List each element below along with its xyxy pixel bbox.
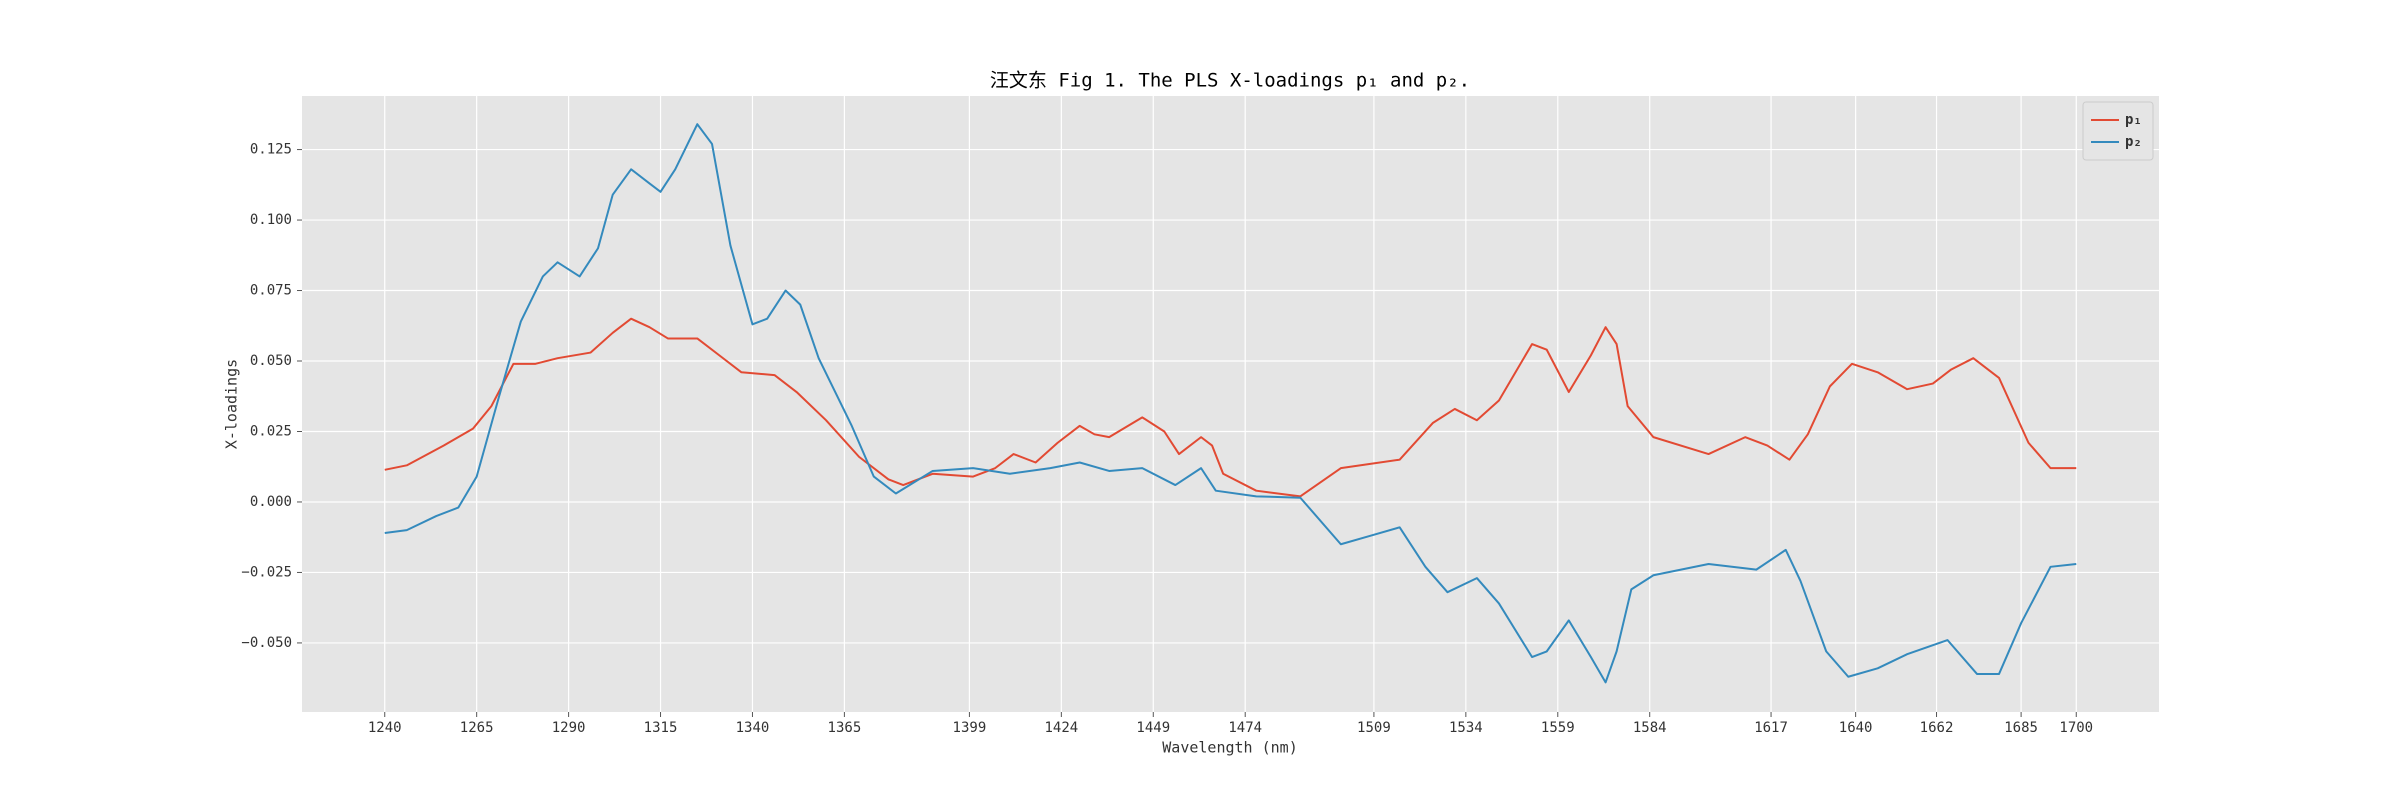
y-tick-label: 0.125 bbox=[250, 142, 292, 158]
y-tick-label: 0.025 bbox=[250, 423, 292, 439]
y-tick-label: 0.050 bbox=[250, 353, 292, 369]
y-tick-label: 0.075 bbox=[250, 283, 292, 299]
x-tick-label: 1365 bbox=[828, 720, 862, 736]
x-tick-label: 1340 bbox=[736, 720, 770, 736]
legend-label: p₂ bbox=[2125, 134, 2142, 150]
x-tick-label: 1424 bbox=[1044, 720, 1078, 736]
y-tick-label: 0.100 bbox=[250, 212, 292, 228]
x-tick-label: 1240 bbox=[368, 720, 402, 736]
chart-title: 汪文东 Fig 1. The PLS X-loadings p₁ and p₂. bbox=[990, 70, 1470, 92]
y-tick-label: −0.025 bbox=[241, 564, 292, 580]
line-series bbox=[384, 123, 2077, 684]
x-tick-label: 1662 bbox=[1920, 720, 1954, 736]
x-tick-label: 1509 bbox=[1357, 720, 1391, 736]
x-tick-label: 1559 bbox=[1541, 720, 1575, 736]
x-axis-label: Wavelength (nm) bbox=[1162, 739, 1297, 757]
y-tick-label: −0.050 bbox=[241, 635, 292, 651]
legend-box bbox=[2082, 101, 2154, 161]
x-tick-label: 1449 bbox=[1136, 720, 1170, 736]
x-tick-label: 1700 bbox=[2059, 720, 2093, 736]
x-tick-label: 1290 bbox=[552, 720, 586, 736]
x-tick-label: 1617 bbox=[1754, 720, 1788, 736]
x-tick-label: 1474 bbox=[1228, 720, 1262, 736]
legend-label: p₁ bbox=[2125, 112, 2142, 128]
x-tick-label: 1399 bbox=[953, 720, 987, 736]
x-tick-label: 1685 bbox=[2004, 720, 2038, 736]
plot-area bbox=[302, 96, 2159, 712]
x-tick-label: 1534 bbox=[1449, 720, 1483, 736]
line-series bbox=[384, 317, 2077, 498]
y-tick-label: 0.000 bbox=[250, 494, 292, 510]
x-tick-label: 1265 bbox=[460, 720, 494, 736]
y-axis-label: X-loadings bbox=[223, 359, 241, 449]
x-tick-label: 1640 bbox=[1839, 720, 1873, 736]
x-tick-label: 1315 bbox=[644, 720, 678, 736]
x-tick-label: 1584 bbox=[1633, 720, 1667, 736]
